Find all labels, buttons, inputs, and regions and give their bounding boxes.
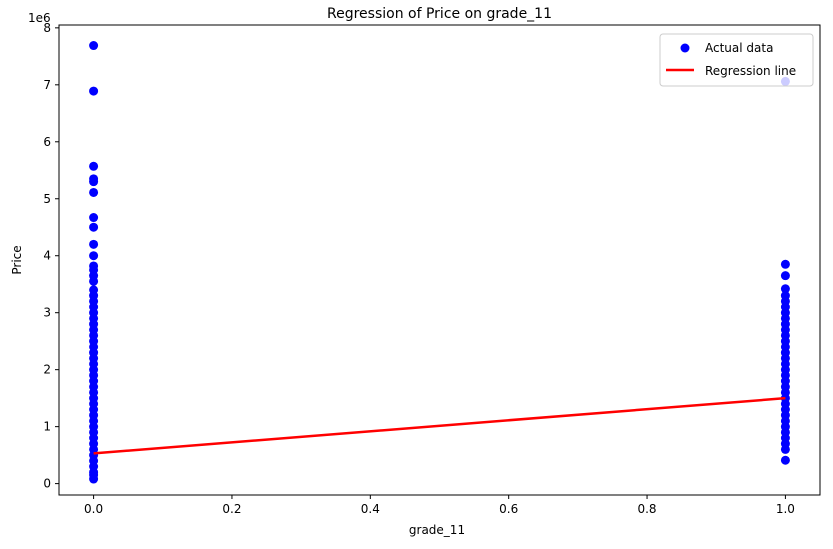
x-axis-ticks: 0.0 0.2 0.4 0.6 0.8 1.0 (84, 495, 795, 516)
y-tick-label: 8 (43, 21, 51, 35)
data-point (89, 239, 99, 249)
data-point (89, 161, 99, 171)
y-tick-label: 4 (43, 249, 51, 263)
chart-title: Regression of Price on grade_11 (327, 6, 552, 22)
data-point (89, 41, 99, 51)
x-tick-label: 0.6 (499, 502, 518, 516)
data-point (89, 177, 99, 187)
y-tick-label: 7 (43, 78, 51, 92)
data-point (89, 251, 99, 261)
data-point (89, 187, 99, 197)
legend-marker-actual-data (680, 43, 690, 53)
y-axis-offset-label: 1e6 (28, 11, 51, 25)
y-axis-ticks: 0 1 2 3 4 5 6 7 8 (43, 21, 59, 491)
y-tick-label: 1 (43, 420, 51, 434)
y-tick-label: 0 (43, 477, 51, 491)
data-point (780, 455, 790, 465)
data-point (89, 474, 99, 484)
legend-label-actual-data: Actual data (705, 41, 773, 55)
data-point (89, 222, 99, 232)
x-tick-label: 0.2 (222, 502, 241, 516)
legend-label-regression-line: Regression line (705, 64, 796, 78)
x-tick-label: 1.0 (776, 502, 795, 516)
y-tick-label: 5 (43, 192, 51, 206)
data-point (89, 213, 99, 223)
y-axis-label: Price (10, 245, 24, 274)
data-point (780, 259, 790, 269)
x-tick-label: 0.0 (84, 502, 103, 516)
x-axis-label: grade_11 (409, 523, 465, 537)
axes-frame (58, 24, 821, 496)
data-point (89, 276, 99, 286)
legend: Actual data Regression line (659, 33, 814, 87)
x-tick-label: 0.4 (361, 502, 380, 516)
data-point (89, 86, 99, 96)
chart-marks (89, 41, 790, 484)
data-point (780, 271, 790, 281)
y-tick-label: 3 (43, 306, 51, 320)
data-point (780, 444, 790, 454)
data-point (780, 284, 790, 294)
x-tick-label: 0.8 (637, 502, 656, 516)
y-tick-label: 2 (43, 363, 51, 377)
y-tick-label: 6 (43, 135, 51, 149)
legend-box (659, 33, 814, 87)
regression-line (93, 396, 786, 455)
